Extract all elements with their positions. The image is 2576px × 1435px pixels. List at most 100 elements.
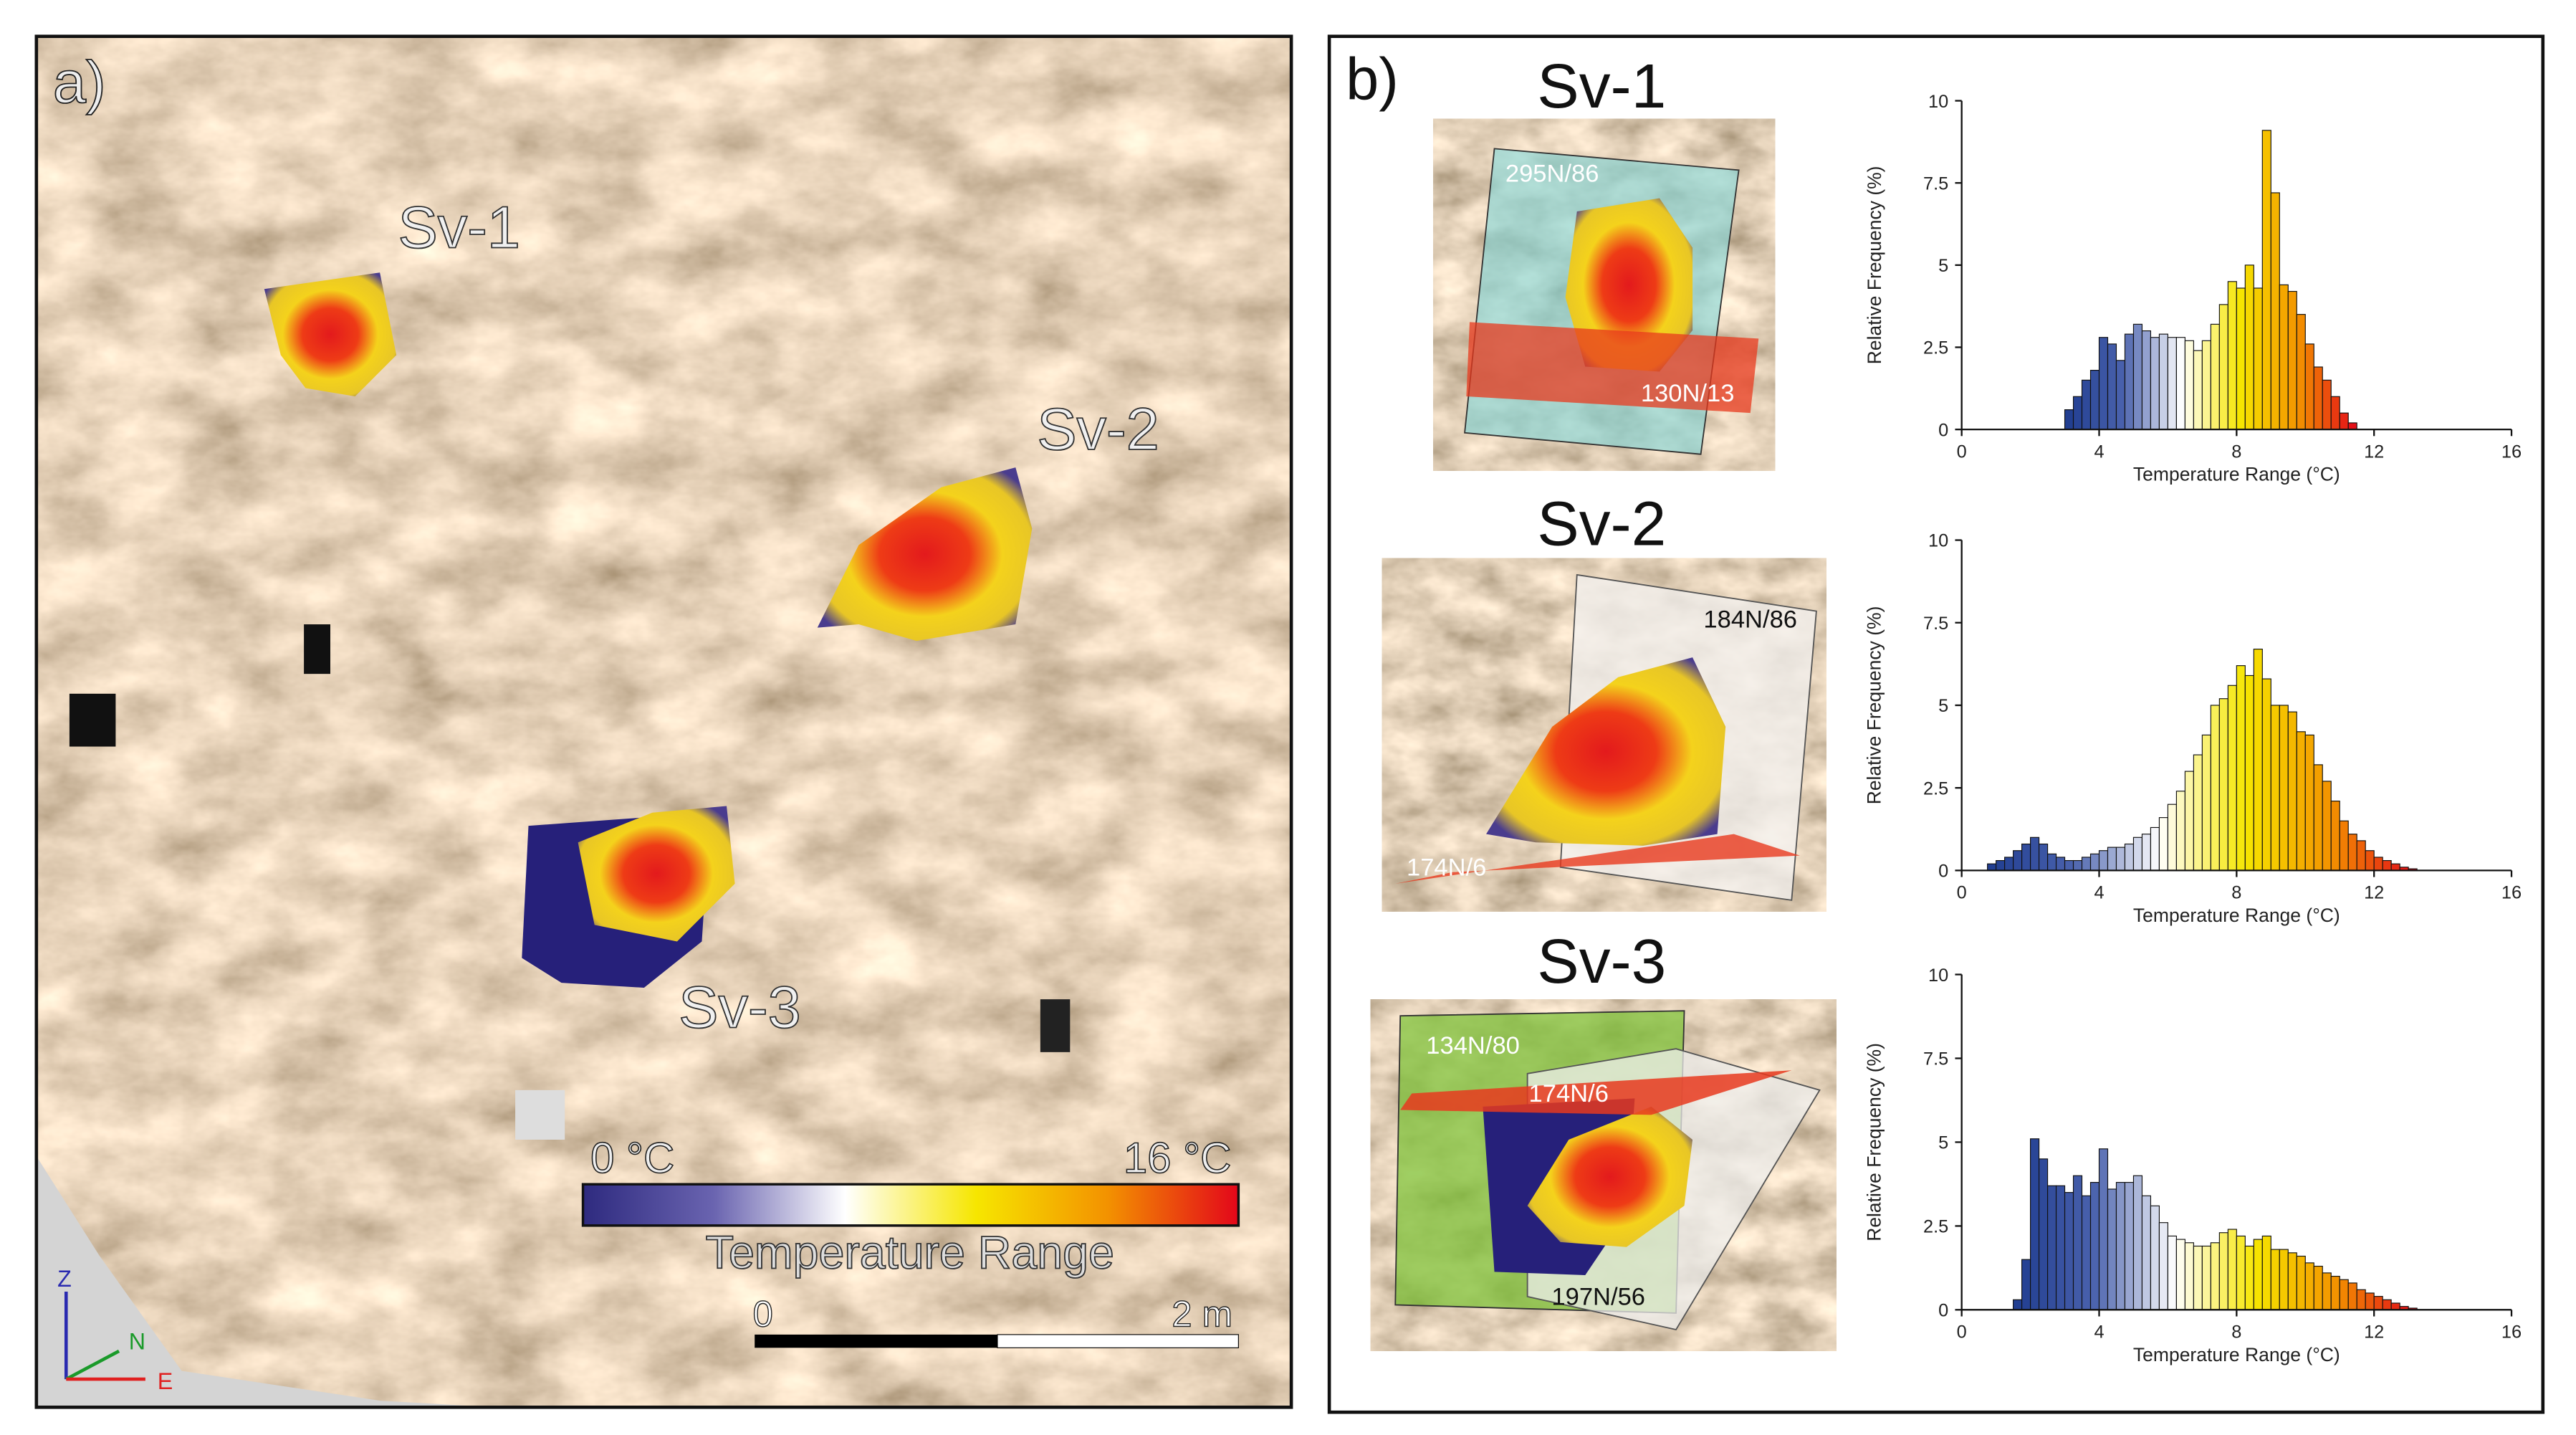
bar: [2021, 843, 2031, 871]
bar: [2132, 836, 2143, 871]
bar: [2115, 1182, 2126, 1310]
y-tick-label: 10: [1928, 531, 1948, 551]
plane: [1400, 1070, 1792, 1115]
bar: [2313, 764, 2323, 871]
bar: [2339, 412, 2349, 430]
bar: [2244, 264, 2254, 430]
bar: [2089, 1182, 2100, 1310]
axis-label: N: [129, 1329, 145, 1355]
bar: [2201, 340, 2211, 430]
target: [69, 693, 116, 747]
bar: [2193, 754, 2203, 871]
x-tick-label: 0: [1957, 883, 1967, 903]
bar: [2210, 705, 2220, 871]
bar: [2038, 1158, 2049, 1310]
bar: [2072, 859, 2083, 871]
bar: [2150, 826, 2160, 871]
bar: [2373, 857, 2383, 871]
bar: [2279, 705, 2289, 871]
bar: [2175, 791, 2185, 871]
bar: [2365, 850, 2375, 871]
bar: [2064, 1192, 2074, 1310]
axis-label: E: [158, 1368, 173, 1394]
colorbar-max: 16 °C: [1124, 1134, 1232, 1182]
bar: [2356, 840, 2366, 871]
bar: [2347, 422, 2357, 430]
scalebar-label: 0: [753, 1293, 773, 1334]
bar: [2046, 853, 2057, 871]
x-tick-label: 8: [2231, 883, 2241, 903]
bar: [2132, 323, 2143, 430]
bar: [2064, 409, 2074, 430]
bar: [2141, 330, 2152, 430]
annotation: Sv-1: [398, 194, 520, 261]
x-axis-label: Temperature Range (°C): [2133, 464, 2340, 485]
bar: [2304, 343, 2314, 430]
bar: [2055, 1185, 2066, 1310]
heat-blob: [578, 806, 735, 942]
bar: [2167, 1235, 2177, 1310]
bar: [2098, 1148, 2109, 1310]
bar: [2270, 705, 2280, 871]
y-tick-label: 2.5: [1923, 778, 1948, 798]
background-gray: [36, 1156, 496, 1408]
x-tick-label: 12: [2364, 1322, 2384, 1343]
plane-label: 174N/6: [1529, 1080, 1609, 1107]
bar: [2210, 323, 2220, 430]
bar: [2072, 1175, 2083, 1310]
bar: [2382, 859, 2392, 871]
panel-label: a): [53, 49, 106, 115]
bar: [2261, 130, 2271, 430]
target: [1040, 999, 1071, 1052]
bar: [2175, 337, 2185, 430]
bar: [2021, 1259, 2031, 1310]
bar: [2124, 843, 2135, 871]
plane-label: 130N/13: [1641, 380, 1735, 407]
bar: [2339, 820, 2349, 871]
bar: [2287, 290, 2297, 430]
bar: [2013, 1299, 2023, 1310]
y-tick-label: 2.5: [1923, 1217, 1948, 1237]
bar: [2081, 1195, 2092, 1310]
bar: [2081, 379, 2092, 430]
bar: [2124, 1182, 2135, 1310]
bar: [2347, 1282, 2357, 1310]
view-title: Sv-1: [1537, 51, 1666, 121]
bar: [2098, 850, 2109, 871]
bar: [2236, 665, 2246, 871]
bar: [2107, 343, 2117, 430]
target: [304, 624, 330, 674]
bar: [2158, 817, 2168, 871]
x-tick-label: 16: [2501, 442, 2522, 462]
plane-label: 174N/6: [1407, 854, 1486, 881]
x-tick-label: 12: [2364, 883, 2384, 903]
x-tick-label: 4: [2094, 1322, 2104, 1343]
bar: [2201, 1245, 2211, 1310]
heat-blob: [817, 467, 1033, 642]
bar: [2150, 1205, 2160, 1310]
bar: [2064, 859, 2074, 871]
bar: [2175, 1239, 2185, 1310]
bar: [2322, 781, 2332, 871]
y-tick-label: 0: [1938, 1301, 1948, 1321]
bar: [2124, 333, 2135, 430]
bar: [2347, 834, 2357, 871]
bar: [2296, 314, 2306, 430]
bar: [2270, 1249, 2280, 1310]
plane: [1395, 834, 1800, 884]
bar: [2227, 685, 2237, 871]
bar: [2046, 1185, 2057, 1310]
bar: [2089, 370, 2100, 430]
y-tick-label: 10: [1928, 966, 1948, 986]
bar: [2313, 366, 2323, 430]
bar: [2322, 1272, 2332, 1310]
bar: [2330, 396, 2340, 430]
plane: [1466, 322, 1759, 414]
bar: [2296, 1255, 2306, 1310]
bar: [2141, 1195, 2152, 1310]
bar: [2141, 834, 2152, 871]
bar: [2167, 337, 2177, 430]
bar: [2304, 734, 2314, 871]
y-tick-label: 5: [1938, 256, 1948, 276]
bar: [2201, 734, 2211, 871]
